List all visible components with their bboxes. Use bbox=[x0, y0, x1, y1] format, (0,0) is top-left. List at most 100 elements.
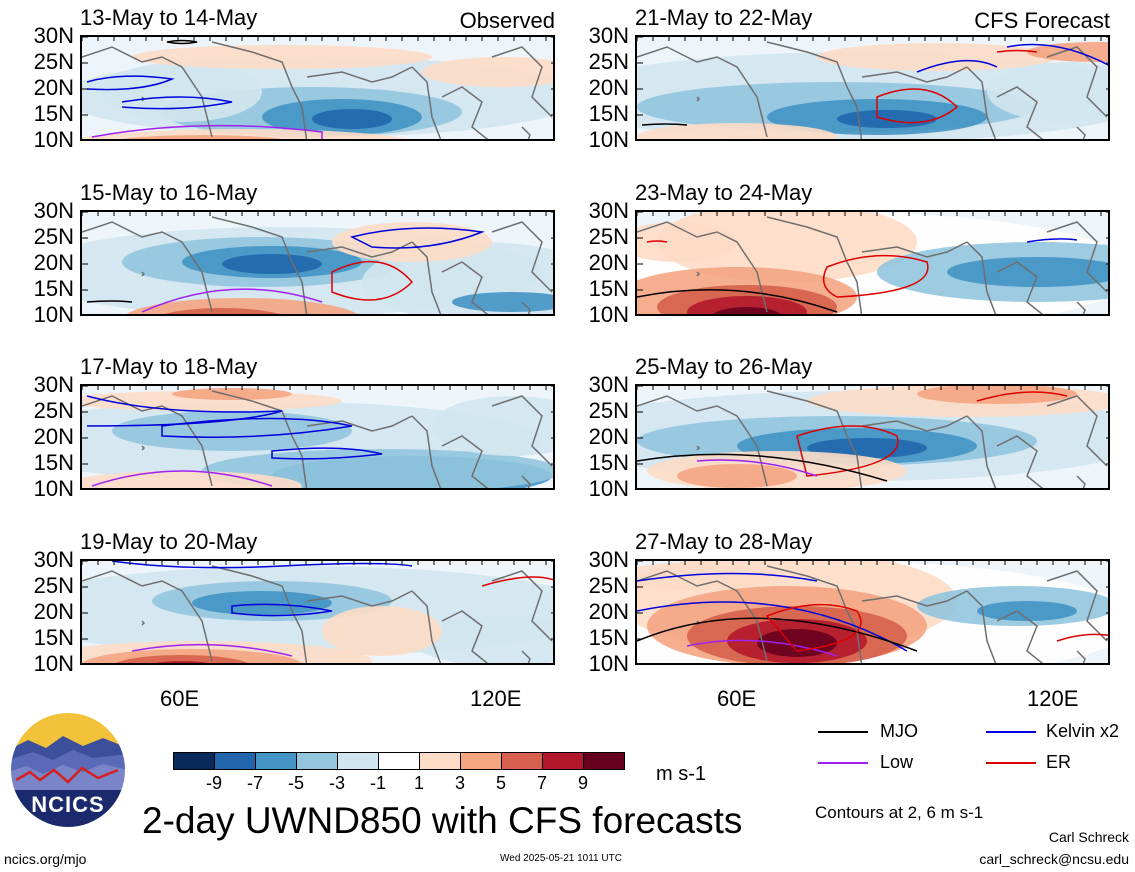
wind-anomaly-blob bbox=[807, 438, 927, 458]
panel-title: 21-May to 22-May bbox=[635, 5, 813, 30]
coastline bbox=[1046, 46, 1108, 118]
wind-shading bbox=[82, 37, 553, 139]
logo-text: NCICS bbox=[31, 792, 105, 817]
wave-contour bbox=[916, 59, 998, 73]
coastline bbox=[411, 415, 442, 488]
y-tick-label: 30N bbox=[33, 198, 74, 223]
coastline bbox=[996, 435, 1044, 488]
wind-shading bbox=[82, 386, 553, 488]
coastline bbox=[1076, 126, 1086, 139]
y-tick-label: 15N bbox=[33, 276, 74, 301]
y-tick-label: 10N bbox=[588, 476, 629, 501]
colorbar-tick-label: -9 bbox=[205, 773, 222, 793]
wave-contour bbox=[996, 49, 1038, 53]
y-tick-label: 30N bbox=[588, 372, 629, 397]
y-tick-label: 25N bbox=[588, 49, 629, 74]
coastline bbox=[766, 41, 863, 139]
map-panel bbox=[635, 384, 1110, 490]
coastline bbox=[1046, 570, 1108, 642]
coastline bbox=[1076, 650, 1086, 663]
coastline bbox=[861, 590, 968, 607]
wave-contour bbox=[765, 603, 862, 652]
footer-timestamp: Wed 2025-05-21 1011 UTC bbox=[500, 853, 622, 864]
wind-shading bbox=[82, 212, 553, 314]
wave-contour bbox=[166, 39, 198, 45]
wave-contour bbox=[91, 124, 323, 139]
wind-anomaly-blob bbox=[222, 254, 322, 274]
wind-anomaly-blob bbox=[322, 606, 442, 656]
coastline bbox=[491, 570, 553, 642]
coastline bbox=[411, 241, 442, 314]
coastline bbox=[441, 610, 489, 663]
wave-contour bbox=[876, 88, 959, 124]
coastline bbox=[441, 86, 489, 139]
legend-label-kelvin: Kelvin x2 bbox=[1046, 721, 1120, 741]
wind-anomaly-blob bbox=[677, 464, 797, 488]
wave-contour bbox=[637, 289, 838, 313]
coastline bbox=[1076, 301, 1086, 314]
panel-source-label: CFS Forecast bbox=[974, 8, 1110, 33]
panel-title: 19-May to 20-May bbox=[80, 529, 258, 554]
colorbar-tick-label: -7 bbox=[246, 773, 263, 793]
wave-contour bbox=[161, 417, 353, 438]
panel-title: 17-May to 18-May bbox=[80, 354, 258, 379]
wave-contour bbox=[637, 617, 918, 652]
coastline bbox=[211, 41, 308, 139]
wind-anomaly-blob bbox=[713, 307, 781, 314]
y-tick-label: 20N bbox=[33, 599, 74, 624]
coastline bbox=[521, 475, 531, 488]
wind-anomaly-blob bbox=[987, 62, 1108, 122]
wave-contour bbox=[637, 453, 888, 482]
wave-contour bbox=[641, 123, 688, 126]
wave-contour bbox=[646, 240, 668, 243]
colorbar-swatch bbox=[501, 752, 543, 770]
y-tick-label: 20N bbox=[588, 75, 629, 100]
coastline bbox=[996, 86, 1044, 139]
y-tick-label: 15N bbox=[33, 450, 74, 475]
colorbar-swatch bbox=[419, 752, 461, 770]
wind-anomaly-blob bbox=[637, 222, 737, 262]
colorbar-swatch bbox=[378, 752, 420, 770]
colorbar-swatch bbox=[214, 752, 256, 770]
y-tick-label: 20N bbox=[588, 250, 629, 275]
contour-note: Contours at 2, 6 m s-1 bbox=[815, 803, 984, 822]
wave-contour bbox=[637, 572, 818, 582]
colorbar-tick-label: 1 bbox=[413, 773, 424, 793]
wave-contour bbox=[331, 260, 414, 301]
wave-contour bbox=[86, 75, 175, 91]
wind-anomaly-blob bbox=[432, 396, 553, 456]
y-tick-label: 10N bbox=[588, 127, 629, 152]
panel-title: 25-May to 26-May bbox=[635, 354, 813, 379]
coastline bbox=[82, 570, 213, 662]
coastline bbox=[491, 221, 553, 293]
wind-shading bbox=[82, 561, 553, 663]
legend-line-mjo bbox=[818, 731, 868, 733]
wind-anomaly-blob bbox=[155, 661, 209, 663]
wave-contour bbox=[1026, 238, 1078, 243]
colorbar-swatch bbox=[173, 752, 215, 770]
y-tick-label: 25N bbox=[588, 224, 629, 249]
colorbar-tick-label: 7 bbox=[536, 773, 547, 793]
coastline bbox=[211, 565, 308, 663]
colorbar-tick-label: 5 bbox=[495, 773, 506, 793]
panel-title: 13-May to 14-May bbox=[80, 5, 258, 30]
wave-contour bbox=[86, 300, 133, 303]
coastline bbox=[411, 590, 442, 663]
coastline bbox=[861, 241, 968, 258]
y-tick-label: 15N bbox=[588, 450, 629, 475]
wave-contour bbox=[1006, 43, 1108, 66]
legend-label-er: ER bbox=[1046, 752, 1072, 772]
footer-author: Carl Schreck bbox=[1048, 829, 1129, 845]
coastline bbox=[766, 216, 863, 314]
wave-contour bbox=[271, 447, 383, 460]
coastline bbox=[491, 46, 553, 118]
colorbar-tick-label: 9 bbox=[577, 773, 588, 793]
map-panel bbox=[80, 35, 555, 141]
colorbar-units: m s-1 bbox=[656, 763, 706, 785]
colorbar-swatch bbox=[460, 752, 502, 770]
main-title: 2-day UWND850 with CFS forecasts bbox=[142, 800, 743, 841]
coastline bbox=[491, 395, 553, 467]
footer-url: ncics.org/mjo bbox=[4, 851, 87, 867]
map-panel bbox=[80, 559, 555, 665]
wave-contour bbox=[349, 227, 485, 249]
